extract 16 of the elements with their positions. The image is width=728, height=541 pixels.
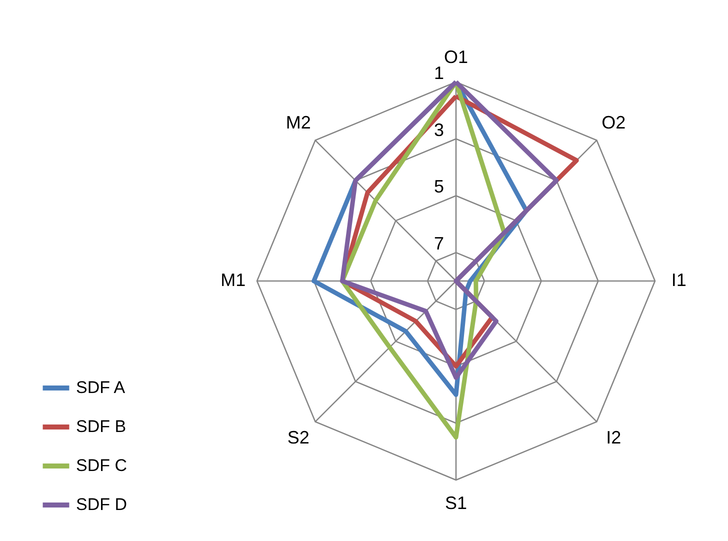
spoke-label: S2	[287, 428, 310, 448]
y-tick-label: 1	[434, 63, 444, 83]
spoke-label: M1	[220, 270, 246, 290]
y-tick-label: 3	[434, 120, 444, 140]
spoke-label: S1	[444, 492, 468, 513]
y-tick-label: 5	[434, 176, 444, 197]
y-tick-label: 7	[434, 234, 444, 254]
spoke-label: I1	[671, 270, 686, 290]
spoke-label: M2	[286, 112, 311, 132]
legend-label: SDF A	[76, 378, 126, 397]
legend-label: SDF D	[76, 495, 127, 514]
spoke-label: O2	[602, 112, 626, 132]
spoke-label: I2	[606, 428, 622, 448]
spoke-label: O1	[444, 47, 468, 68]
legend-label: SDF C	[76, 456, 127, 475]
legend-label: SDF B	[76, 417, 126, 436]
